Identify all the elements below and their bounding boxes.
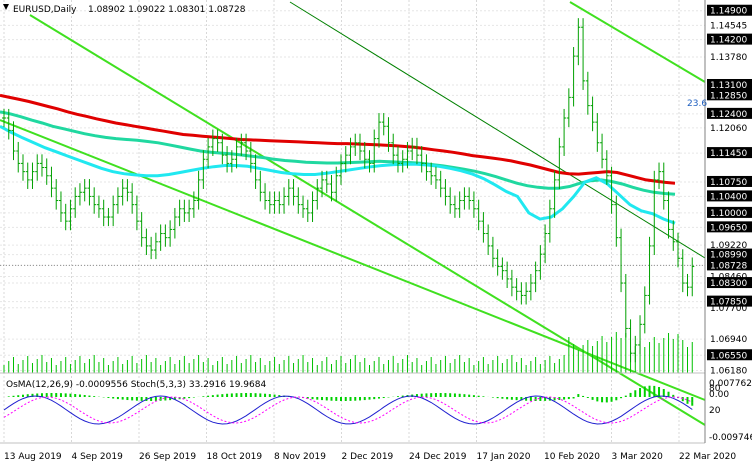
date-tick-label: 17 Jan 2020 (477, 452, 531, 462)
date-tick-label: 26 Sep 2019 (139, 452, 196, 462)
price-tick-label: 1.08990 (710, 251, 747, 261)
price-tick-label: 1.14545 (710, 21, 747, 31)
symbol-label: EURUSD,Daily (13, 5, 77, 15)
moving-average-cyan (0, 124, 676, 225)
price-label-bg (707, 221, 752, 233)
channel-top-line (569, 1, 706, 83)
date-tick-label: 3 Mar 2020 (612, 452, 664, 462)
moving-average-teal (0, 110, 676, 196)
price-label-bg (707, 259, 752, 271)
price-label-bg (707, 175, 752, 187)
time-axis: 13 Aug 2019 4 Sep 2019 26 Sep 2019 18 Oct 2… (4, 452, 736, 462)
date-tick-label: 10 Feb 2020 (544, 452, 600, 462)
price-tick-label: 1.11450 (710, 149, 747, 159)
channel-upper-line (29, 14, 706, 426)
indicator-label: OsMA(12,26,9) -0.0009556 Stoch(5,3,3) 33… (6, 380, 266, 390)
price-tick-label: 1.12060 (710, 124, 747, 134)
price-tick-label: 1.07850 (710, 298, 747, 308)
price-tick-label: 1.10750 (710, 178, 747, 188)
osma-scale-zero: 0.00 (709, 390, 729, 400)
price-label-bg (707, 277, 752, 289)
collapse-triangle-icon[interactable] (3, 4, 9, 10)
moving-average-red (0, 93, 676, 185)
price-bars (2, 18, 695, 363)
volume-bars (3, 332, 693, 373)
price-label-bg (707, 349, 752, 361)
date-tick-label: 2 Dec 2019 (342, 452, 394, 462)
price-tick-label: 1.10400 (710, 192, 747, 202)
trend-line (289, 1, 706, 259)
price-label-bg (707, 4, 752, 16)
stochastic-signal-line (3, 396, 693, 424)
price-tick-label: 1.06550 (710, 351, 747, 361)
price-label-bg (707, 89, 752, 101)
moving-averages (0, 93, 676, 225)
grid-lines (0, 0, 705, 443)
price-label-bg (707, 248, 752, 260)
date-tick-label: 18 Oct 2019 (207, 452, 263, 462)
date-tick-label: 22 Mar 2020 (679, 452, 736, 462)
price-tick-label: 1.14200 (710, 36, 747, 46)
fib-level-label: 23.6 (687, 99, 707, 109)
price-tick-label: 1.12400 (710, 110, 747, 120)
price-tick-label: 1.09650 (710, 223, 747, 233)
osma-scale-bottom: -0.009746 (709, 433, 752, 443)
price-label-bg (707, 190, 752, 202)
price-label-bg (707, 295, 752, 307)
price-tick-label: 1.13100 (710, 81, 747, 91)
price-tick-label: 1.06940 (710, 335, 747, 345)
price-tick-label: 1.12850 (710, 91, 747, 101)
price-label-bg (707, 78, 752, 90)
price-label-bg (707, 206, 752, 218)
date-tick-label: 24 Dec 2019 (409, 452, 467, 462)
price-label-bg (707, 33, 752, 45)
ohlc-values: 1.08902 1.09022 1.08301 1.08728 (88, 5, 246, 15)
date-tick-label: 4 Sep 2019 (72, 452, 124, 462)
price-tick-label: 1.10000 (710, 209, 747, 219)
price-axis: 1.14900 1.14545 1.14200 1.13780 1.131001.128… (707, 4, 752, 377)
price-tick-label: 1.13780 (710, 53, 747, 63)
price-tick-label: 1.06180 (710, 367, 747, 377)
price-tick-label: 1.09220 (710, 241, 747, 251)
indicator-subwindow (3, 385, 694, 425)
date-tick-label: 13 Aug 2019 (4, 452, 62, 462)
price-tick-label: 1.08300 (710, 279, 747, 289)
date-tick-label: 8 Nov 2019 (274, 452, 326, 462)
stoch-level-20: 20 (709, 406, 721, 416)
price-tick-label: 1.08728 (710, 261, 747, 271)
price-label-bg (707, 147, 752, 159)
stochastic-main-line (3, 395, 693, 425)
osma-scale-top: 0.0077625 (709, 379, 752, 389)
price-tick-label: 1.07700 (710, 304, 747, 314)
price-tick-label: 1.14900 (710, 7, 747, 17)
price-channel (0, 1, 706, 426)
price-label-bg (707, 107, 752, 119)
stoch-level-80: 80 (709, 384, 721, 394)
